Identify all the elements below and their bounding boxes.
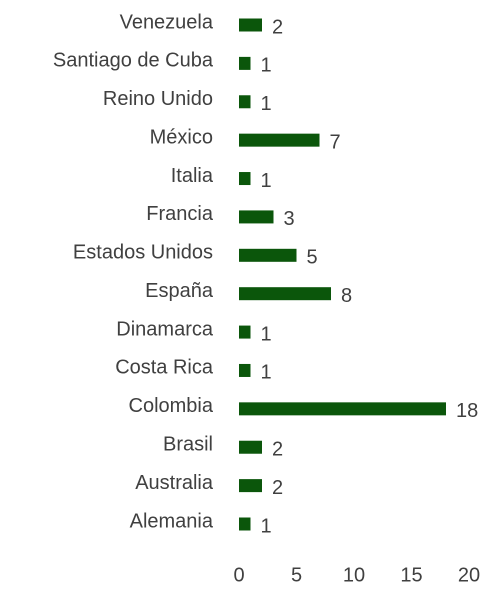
y-tick-label: Costa Rica [115,357,214,379]
value-label: 8 [341,285,352,307]
bar [239,287,331,301]
y-tick-label: Dinamarca [116,318,214,340]
y-tick-label: Santiago de Cuba [53,50,214,72]
value-label: 7 [330,131,341,153]
x-tick-label: 5 [291,564,302,586]
bar [239,440,262,454]
y-tick-label: México [150,126,213,148]
bar [239,325,251,339]
y-tick-label: Estados Unidos [73,242,213,264]
value-label: 5 [307,247,318,269]
y-tick-label: Venezuela [120,11,214,33]
x-tick-label: 15 [400,564,422,586]
bar [239,479,262,493]
y-tick-label: Italia [171,165,214,187]
y-tick-label: Reino Unido [103,88,213,110]
bar [239,56,251,70]
bar [239,95,251,109]
y-tick-label: Alemania [130,510,214,532]
value-label: 2 [272,16,283,38]
y-tick-label: Francia [146,203,214,225]
y-tick-label: España [145,280,214,302]
value-label: 1 [261,170,272,192]
value-label: 3 [284,208,295,230]
y-tick-label: Colombia [129,395,214,417]
value-label: 1 [261,93,272,115]
bar [239,248,297,262]
bar [239,517,251,531]
x-tick-label: 10 [343,564,365,586]
value-label: 1 [261,515,272,537]
value-label: 1 [261,362,272,384]
y-tick-label: Brasil [163,434,213,456]
bar [239,210,274,224]
value-label: 2 [272,439,283,461]
bar [239,402,446,416]
value-label: 1 [261,55,272,77]
y-tick-label: Australia [135,472,214,494]
value-label: 18 [456,400,478,422]
bar [239,172,251,186]
value-label: 2 [272,477,283,499]
x-tick-label: 0 [233,564,244,586]
value-label: 1 [261,323,272,345]
bar [239,18,262,32]
bar [239,133,320,147]
bar [239,363,251,377]
x-tick-label: 20 [458,564,480,586]
